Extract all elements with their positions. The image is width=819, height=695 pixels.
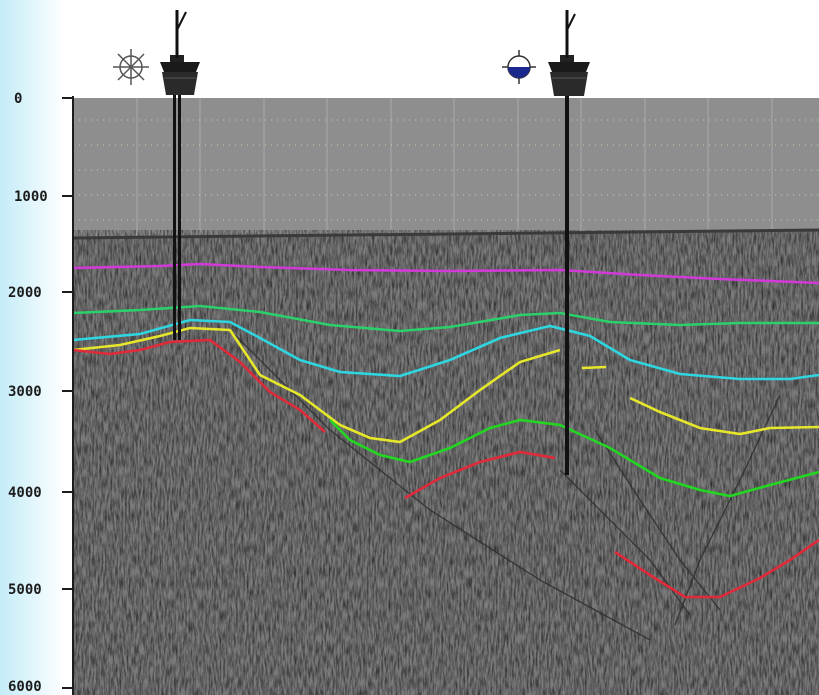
horizon-yellow-mid [581, 365, 607, 370]
depth-tick-5000: 5000 [8, 582, 73, 598]
water-column-dotted-lines [73, 119, 819, 221]
well-1 [160, 10, 200, 340]
depth-tick-3000: 3000 [8, 384, 73, 400]
depth-tick-0: 0 [14, 91, 73, 107]
horizon-yellow-right [629, 396, 819, 436]
depth-label-2000: 2000 [8, 285, 42, 301]
water-column [73, 98, 819, 238]
depth-label-1000: 1000 [14, 189, 48, 205]
horizon-green [329, 418, 819, 498]
depth-label-5000: 5000 [8, 582, 42, 598]
well-2 [548, 10, 590, 475]
horizon-lines [72, 262, 819, 599]
horizon-cyan [72, 318, 819, 381]
water-column-gridlines [136, 98, 773, 238]
seismic-data-panel [72, 228, 819, 695]
dry-hole-icon [113, 49, 149, 85]
depth-tick-4000: 4000 [8, 485, 73, 501]
depth-label-0: 0 [14, 91, 22, 107]
depth-label-6000: 6000 [8, 679, 42, 695]
horizon-red [72, 338, 326, 433]
horizon-red-mid [404, 450, 556, 500]
oil-well-icon [502, 50, 536, 84]
depth-tick-2000: 2000 [8, 285, 73, 301]
horizon-yellow-left [72, 326, 561, 444]
depth-label-3000: 3000 [8, 384, 42, 400]
depth-tick-1000: 1000 [14, 189, 73, 205]
depth-label-4000: 4000 [8, 485, 42, 501]
depth-tick-6000: 6000 [8, 679, 73, 695]
depth-axis: 0 1000 2000 3000 4000 5000 6000 [8, 91, 74, 695]
horizon-teal-green [72, 304, 819, 333]
horizon-red-right [614, 538, 819, 599]
